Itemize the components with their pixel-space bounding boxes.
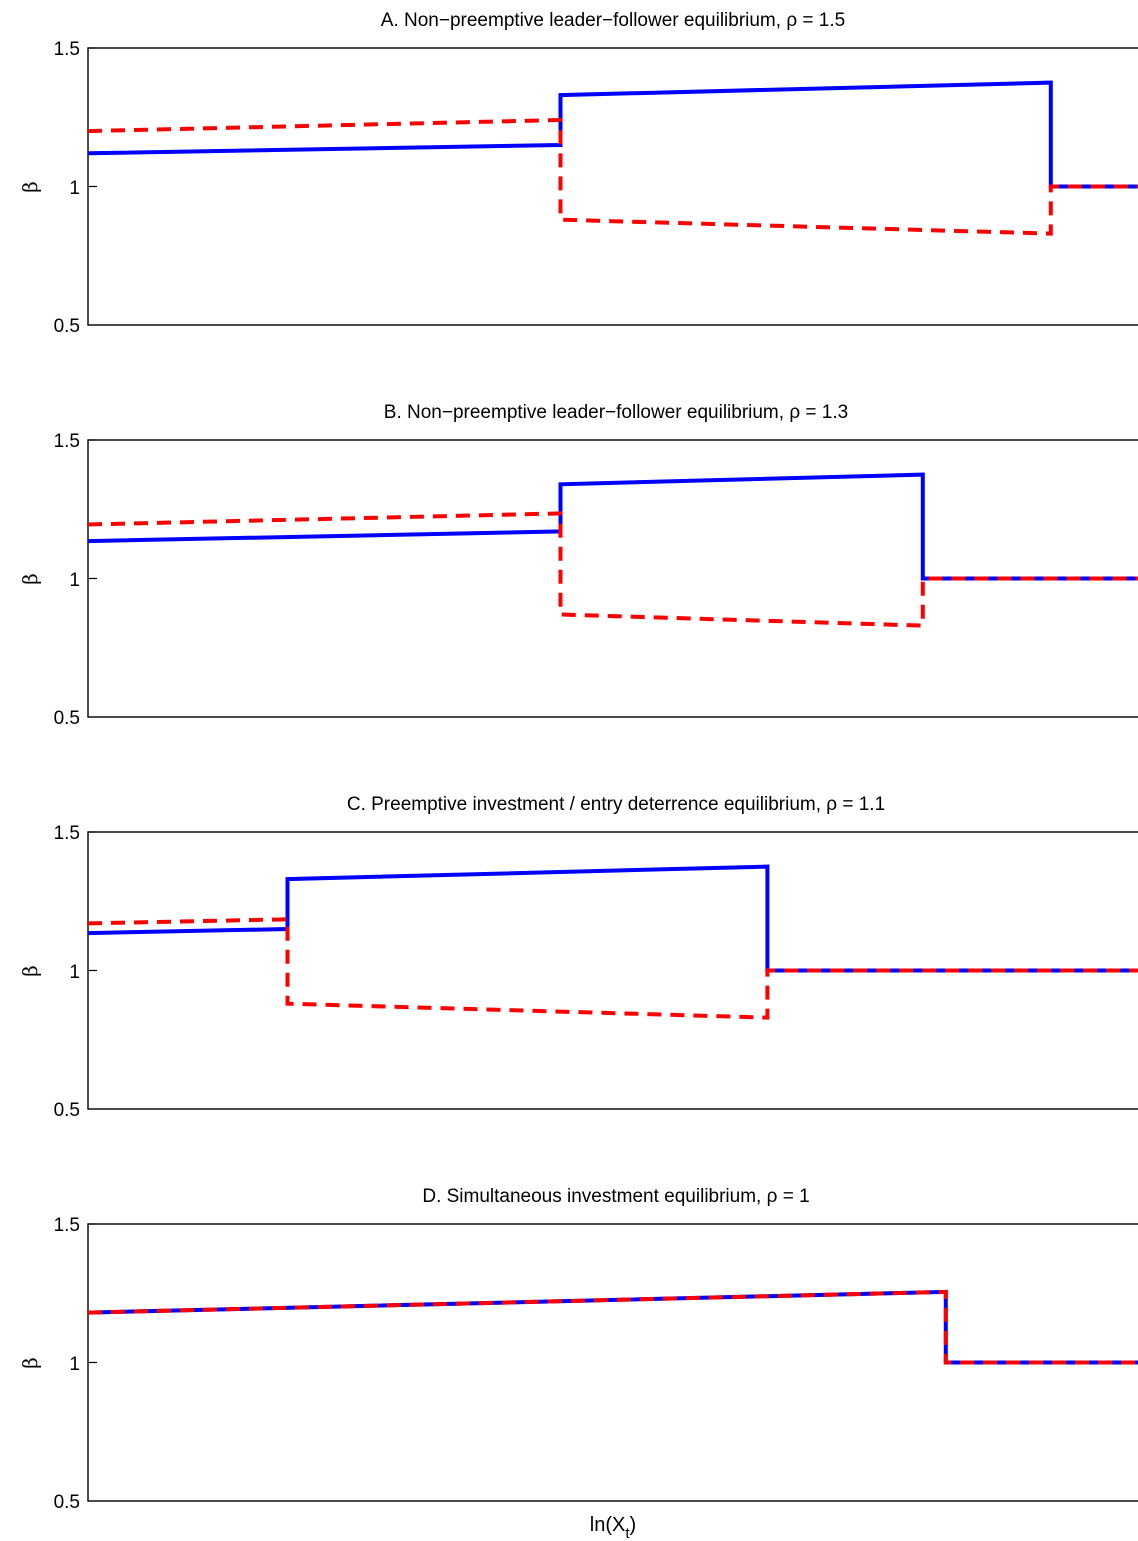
panel-d-y-tick-label-mid: 1 [69, 1354, 80, 1375]
panel-d-y-label: β [18, 1357, 42, 1369]
panel-c-series-red-dashed-line [87, 917, 1138, 1020]
panel-c-y-label: β [18, 965, 42, 977]
panel-d-plot-area [87, 1289, 1138, 1365]
panel-a-y-tick-label-top: 1.5 [54, 39, 80, 60]
panel-c-y-tick-label-mid: 1 [69, 962, 80, 983]
panel-d-x-label: ln(Xt) [590, 1514, 636, 1541]
panel-c-y-tick-label-top: 1.5 [54, 823, 80, 844]
panel-c-plot-area [87, 864, 1138, 1020]
panel-b-y-tick-label-mid: 1 [69, 570, 80, 591]
panel-d-series-red-dashed-line [87, 1289, 1138, 1365]
panel-d-x-label-main: ln(X [590, 1514, 626, 1536]
panel-a-series-red-dashed-line [87, 117, 1138, 236]
panel-c-series-blue-solid-line [87, 864, 1138, 973]
panel-b-y-ticks: 1.5 1 0.5 [54, 431, 97, 729]
panel-c-y-tick-label-bottom: 0.5 [54, 1100, 80, 1121]
panel-b-y-label: β [18, 573, 42, 585]
panel-c-y-ticks: 1.5 1 0.5 [54, 823, 97, 1121]
panel-b-y-tick-label-bottom: 0.5 [54, 708, 80, 729]
panel-d-y-tick-label-bottom: 0.5 [54, 1492, 80, 1513]
panel-d-title: D. Simultaneous investment equilibrium, … [422, 1186, 809, 1207]
panel-b-plot-area [87, 472, 1138, 628]
panel-a-axes-box [87, 47, 1138, 326]
panel-b: B. Non−preemptive leader−follower equili… [18, 402, 1138, 729]
panel-d: D. Simultaneous investment equilibrium, … [18, 1186, 1138, 1541]
panel-a-plot-area [87, 80, 1138, 236]
panel-a: A. Non−preemptive leader−follower equili… [18, 10, 1138, 337]
panel-d-series-blue-solid-line [87, 1289, 1138, 1365]
panel-b-series-blue-solid-line [87, 472, 1138, 581]
panel-b-y-tick-label-top: 1.5 [54, 431, 80, 452]
panel-c-title: C. Preemptive investment / entry deterre… [347, 794, 885, 815]
panel-d-x-label-close: ) [630, 1514, 637, 1536]
panel-a-series-blue-solid-line [87, 80, 1138, 189]
panel-d-x-label-subscript: t [625, 1525, 630, 1541]
panel-b-series-red-dashed-line [87, 511, 1138, 628]
panel-a-y-ticks: 1.5 1 0.5 [54, 39, 97, 337]
panel-d-y-ticks: 1.5 1 0.5 [54, 1215, 97, 1513]
panel-a-title: A. Non−preemptive leader−follower equili… [381, 10, 845, 31]
panel-d-y-tick-label-top: 1.5 [54, 1215, 80, 1236]
panel-a-y-tick-label-mid: 1 [69, 178, 80, 199]
panel-a-y-tick-label-bottom: 0.5 [54, 316, 80, 337]
panel-b-title: B. Non−preemptive leader−follower equili… [384, 402, 848, 423]
panel-a-y-label: β [18, 181, 42, 193]
panel-c: C. Preemptive investment / entry deterre… [18, 794, 1138, 1121]
